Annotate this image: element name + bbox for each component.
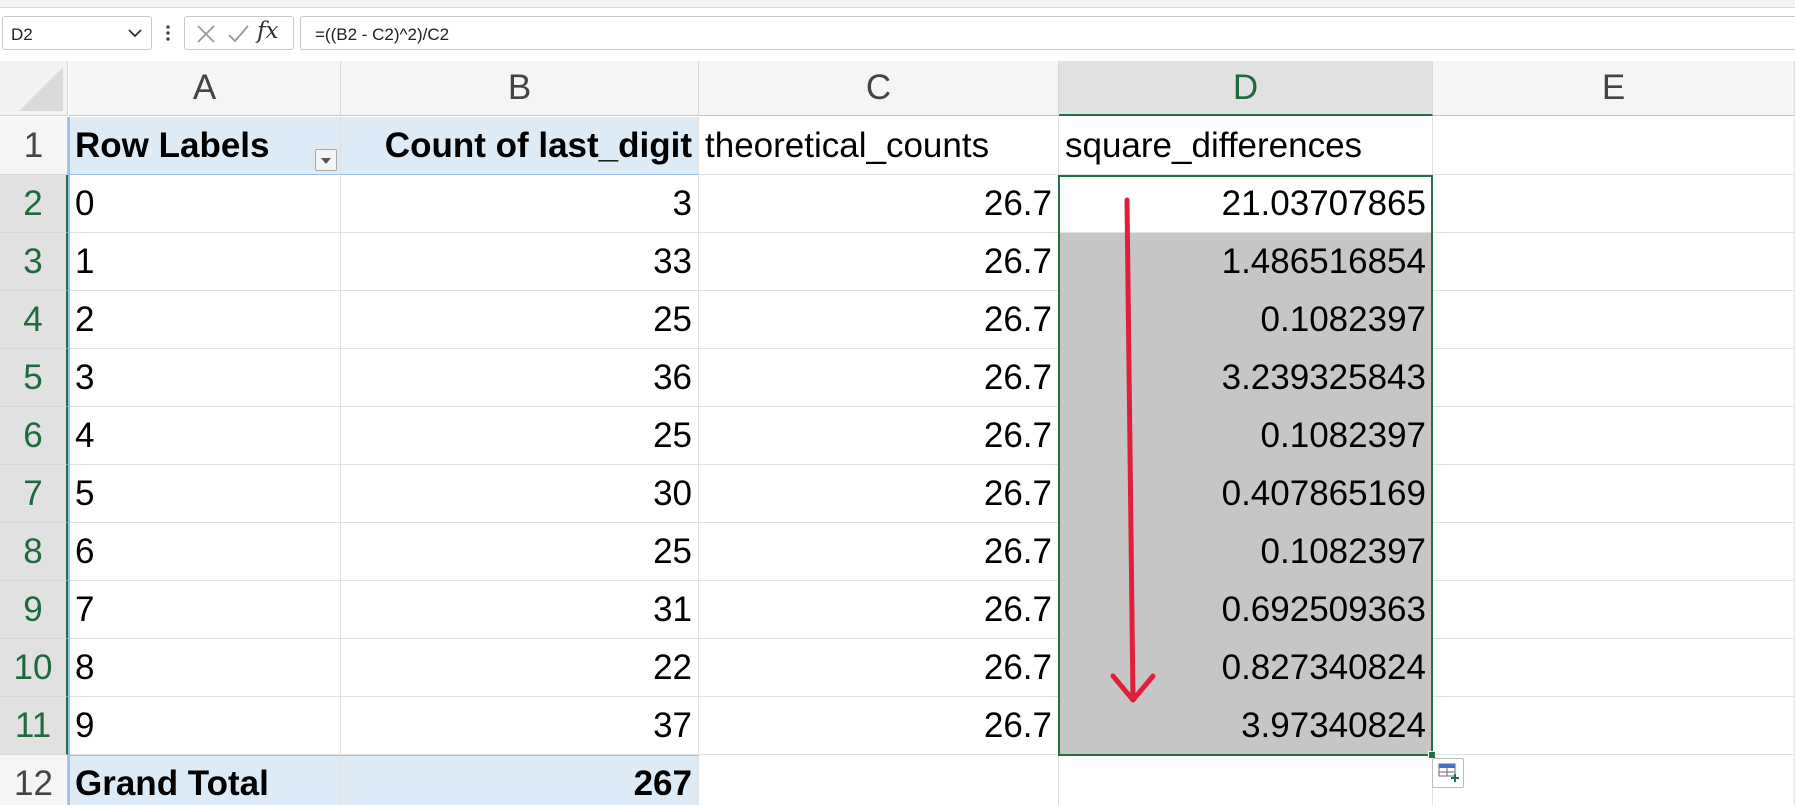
formula-buttons: fx [184,16,294,50]
row-header-8[interactable]: 8 [0,523,68,581]
cell-a4[interactable]: 2 [69,291,341,349]
column-header-a[interactable]: A [69,61,341,116]
cell-c7[interactable]: 26.7 [699,465,1059,523]
cell-e6[interactable] [1433,407,1795,465]
cell-b2[interactable]: 3 [341,175,699,233]
cell-a3[interactable]: 1 [69,233,341,291]
row-header-10[interactable]: 10 [0,639,68,697]
cell-c11[interactable]: 26.7 [699,697,1059,755]
cell-c5[interactable]: 26.7 [699,349,1059,407]
name-box-value: D2 [11,25,33,44]
filter-dropdown-icon[interactable] [315,149,337,171]
quick-analysis-button[interactable] [1432,758,1464,788]
row-header-3[interactable]: 3 [0,233,68,291]
cell-c8[interactable]: 26.7 [699,523,1059,581]
cell-b1[interactable]: Count of last_digit [341,117,699,175]
cell-d4[interactable]: 0.1082397 [1059,291,1433,349]
cell-b4[interactable]: 25 [341,291,699,349]
cell-a6[interactable]: 4 [69,407,341,465]
cell-b7[interactable]: 30 [341,465,699,523]
cell-c9[interactable]: 26.7 [699,581,1059,639]
pivot-table-edge [68,117,70,805]
red-down-arrow [1110,197,1156,703]
x-icon[interactable] [193,21,219,47]
row-header-6[interactable]: 6 [0,407,68,465]
cell-c1[interactable]: theoretical_counts [699,117,1059,175]
chevron-down-icon[interactable] [125,22,145,44]
cell-b8[interactable]: 25 [341,523,699,581]
quick-analysis-icon [1438,763,1459,782]
pivot-row-labels-header: Row Labels [75,125,270,165]
column-header-d[interactable]: D [1059,61,1433,116]
formula-text: =((B2 - C2)^2)/C2 [315,25,450,44]
cell-b11[interactable]: 37 [341,697,699,755]
cell-a7[interactable]: 5 [69,465,341,523]
cell-e7[interactable] [1433,465,1795,523]
cell-d7[interactable]: 0.407865169 [1059,465,1433,523]
insert-function-icon[interactable]: fx [257,18,279,44]
name-box[interactable]: D2 [2,16,152,50]
check-icon[interactable] [225,21,251,47]
cell-d9[interactable]: 0.692509363 [1059,581,1433,639]
row-header-2[interactable]: 2 [0,175,68,233]
row-header-5[interactable]: 5 [0,349,68,407]
cell-e9[interactable] [1433,581,1795,639]
cell-a5[interactable]: 3 [69,349,341,407]
cell-d6[interactable]: 0.1082397 [1059,407,1433,465]
row-header-11[interactable]: 11 [0,697,68,755]
cell-c6[interactable]: 26.7 [699,407,1059,465]
cell-e12[interactable] [1433,755,1795,805]
cell-b10[interactable]: 22 [341,639,699,697]
cell-b3[interactable]: 33 [341,233,699,291]
cell-c10[interactable]: 26.7 [699,639,1059,697]
cell-e1[interactable] [1433,117,1795,175]
row-header-12[interactable]: 12 [0,755,68,805]
cell-a1[interactable]: Row Labels [69,117,341,175]
cell-d5[interactable]: 3.239325843 [1059,349,1433,407]
cell-b5[interactable]: 36 [341,349,699,407]
row-header-9[interactable]: 9 [0,581,68,639]
cell-c3[interactable]: 26.7 [699,233,1059,291]
cell-e8[interactable] [1433,523,1795,581]
cell-e10[interactable] [1433,639,1795,697]
cell-c4[interactable]: 26.7 [699,291,1059,349]
cell-a10[interactable]: 8 [69,639,341,697]
cell-d11[interactable]: 3.97340824 [1059,697,1433,755]
cell-a9[interactable]: 7 [69,581,341,639]
cell-b12[interactable]: 267 [341,755,699,805]
cell-d3[interactable]: 1.486516854 [1059,233,1433,291]
cell-c2[interactable]: 26.7 [699,175,1059,233]
formula-bar: D2 fx =((B2 - C2)^2)/C2 [0,14,1795,52]
column-header-e[interactable]: E [1433,61,1795,116]
cell-a2[interactable]: 0 [69,175,341,233]
more-options-icon[interactable] [160,20,176,46]
formula-input[interactable]: =((B2 - C2)^2)/C2 [300,16,1795,50]
row-header-1[interactable]: 1 [0,117,68,175]
cell-a12[interactable]: Grand Total [69,755,341,805]
window-top-strip [0,0,1795,8]
cell-e4[interactable] [1433,291,1795,349]
cell-e2[interactable] [1433,175,1795,233]
cell-d1[interactable]: square_differences [1059,117,1433,175]
cell-c12[interactable] [699,755,1059,805]
cell-e11[interactable] [1433,697,1795,755]
cell-b6[interactable]: 25 [341,407,699,465]
row-header-4[interactable]: 4 [0,291,68,349]
cell-e5[interactable] [1433,349,1795,407]
cell-b9[interactable]: 31 [341,581,699,639]
select-all-button[interactable] [0,61,68,116]
cell-a8[interactable]: 6 [69,523,341,581]
cell-d12[interactable] [1059,755,1433,805]
select-all-triangle-icon [19,67,63,111]
column-header-c[interactable]: C [699,61,1059,116]
cell-a11[interactable]: 9 [69,697,341,755]
cell-e3[interactable] [1433,233,1795,291]
cell-d8[interactable]: 0.1082397 [1059,523,1433,581]
cell-d2-active[interactable]: 21.03707865 [1059,175,1433,233]
row-header-7[interactable]: 7 [0,465,68,523]
column-header-b[interactable]: B [341,61,699,116]
